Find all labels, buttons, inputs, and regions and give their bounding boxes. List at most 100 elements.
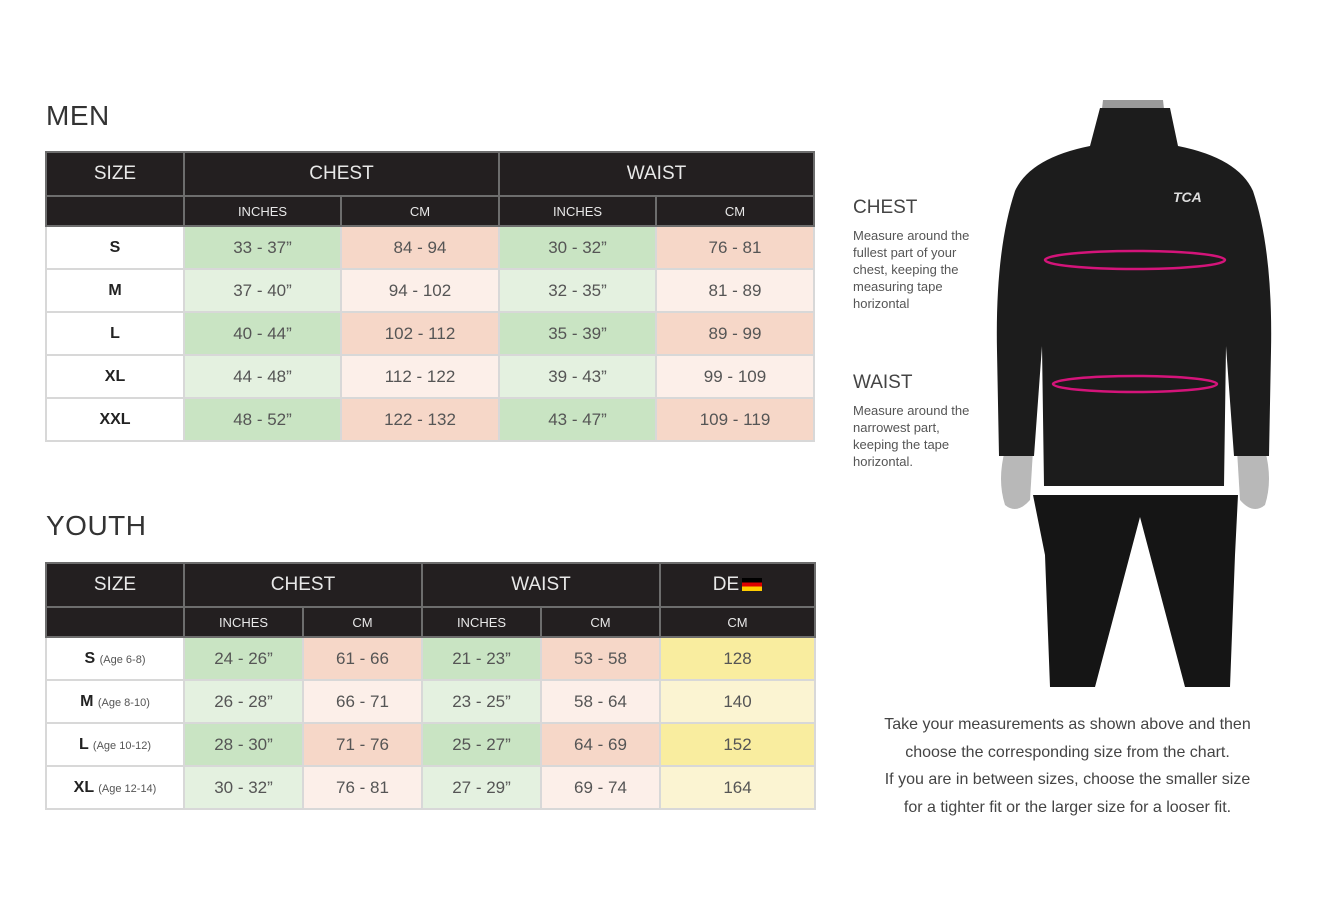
waist-inches-subheader: INCHES xyxy=(421,606,542,638)
waist-inches-cell: 27 - 29” xyxy=(421,765,542,810)
model-figure: TCA xyxy=(996,100,1272,687)
de-cm-cell: 128 xyxy=(659,636,816,681)
size-label: S xyxy=(84,649,96,667)
chest-header: CHEST xyxy=(183,562,423,608)
chest-guide: CHEST Measure around the fullest part of… xyxy=(853,197,988,312)
size-label: L xyxy=(78,735,89,753)
waist-guide-title: WAIST xyxy=(853,372,913,393)
waist-inches-cell: 21 - 23” xyxy=(421,636,542,681)
size-header: SIZE xyxy=(45,562,185,608)
chest-cm-cell: 76 - 81 xyxy=(302,765,423,810)
note-line: for a tighter fit or the larger size for… xyxy=(903,798,1232,816)
de-cm-cell: 140 xyxy=(659,679,816,724)
note-line: If you are in between sizes, choose the … xyxy=(884,771,1251,788)
chest-inches-cell: 40 - 44” xyxy=(183,311,342,356)
waist-cm-cell: 109 - 119 xyxy=(655,397,815,442)
chest-inches-cell: 30 - 32” xyxy=(183,765,304,810)
table-row: XXL 48 - 52” 122 - 132 43 - 47” 109 - 119 xyxy=(45,397,815,442)
chest-inches-cell: 33 - 37” xyxy=(183,225,342,270)
waist-inches-cell: 25 - 27” xyxy=(421,722,542,767)
shirt xyxy=(996,108,1272,486)
chest-guide-title: CHEST xyxy=(853,197,918,218)
size-cell: L xyxy=(45,311,185,356)
fit-note: Take your measurements as shown above an… xyxy=(860,711,1275,821)
table-row: M (Age 8-10) 26 - 28” 66 - 71 23 - 25” 58 - … xyxy=(45,679,816,724)
age-range: (Age 10-12) xyxy=(92,739,152,752)
waist-inches-cell: 32 - 35” xyxy=(498,268,657,313)
waist-header: WAIST xyxy=(498,151,815,197)
size-header: SIZE xyxy=(45,151,185,197)
chest-guide-text: Measure around the fullest part of your … xyxy=(853,228,970,311)
table-row: XL (Age 12-14) 30 - 32” 76 - 81 27 - 29” 69 … xyxy=(45,765,816,810)
de-label: DE xyxy=(712,574,740,595)
hand-right-icon xyxy=(1237,450,1269,509)
youth-title: YOUTH xyxy=(46,510,147,541)
size-cell: XXL xyxy=(45,397,185,442)
waist-guide-text: Measure around the narrowest part, keepi… xyxy=(853,403,970,469)
table-row: S 33 - 37” 84 - 94 30 - 32” 76 - 81 xyxy=(45,225,815,270)
chest-cm-cell: 71 - 76 xyxy=(302,722,423,767)
table-row: L (Age 10-12) 28 - 30” 71 - 76 25 - 27” 64 -… xyxy=(45,722,816,767)
age-range: (Age 8-10) xyxy=(97,696,150,709)
chest-inches-cell: 26 - 28” xyxy=(183,679,304,724)
table-row: M 37 - 40” 94 - 102 32 - 35” 81 - 89 xyxy=(45,268,815,313)
waist-cm-cell: 64 - 69 xyxy=(540,722,661,767)
waist-cm-cell: 89 - 99 xyxy=(655,311,815,356)
table-row: S (Age 6-8) 24 - 26” 61 - 66 21 - 23” 53 - 5… xyxy=(45,636,816,681)
de-cm-cell: 164 xyxy=(659,765,816,810)
chest-inches-cell: 24 - 26” xyxy=(183,636,304,681)
waist-inches-cell: 30 - 32” xyxy=(498,225,657,270)
age-range: (Age 12-14) xyxy=(98,782,157,795)
waist-guide: WAIST Measure around the narrowest part,… xyxy=(853,372,988,470)
de-cm-subheader: CM xyxy=(659,606,816,638)
chest-inches-cell: 48 - 52” xyxy=(183,397,342,442)
de-header: DE xyxy=(659,562,816,608)
note-line: choose the corresponding size from the c… xyxy=(905,743,1230,761)
hand-left-icon xyxy=(1001,450,1033,509)
chest-tape xyxy=(1043,249,1227,271)
waist-inches-cell: 23 - 25” xyxy=(421,679,542,724)
men-title: MEN xyxy=(46,100,110,131)
waist-tape xyxy=(1051,374,1219,394)
size-cell: S xyxy=(45,225,185,270)
men-size-table: SIZE CHEST WAIST INCHES CM INCHES CM S 33… xyxy=(45,151,815,442)
size-cell: XL (Age 12-14) xyxy=(45,765,185,810)
waist-cm-subheader: CM xyxy=(655,195,815,227)
waist-cm-cell: 58 - 64 xyxy=(540,679,661,724)
blank-subheader xyxy=(45,606,185,638)
chest-inches-subheader: INCHES xyxy=(183,606,304,638)
table-row: XL 44 - 48” 112 - 122 39 - 43” 99 - 109 xyxy=(45,354,815,399)
chest-header: CHEST xyxy=(183,151,500,197)
size-cell: S (Age 6-8) xyxy=(45,636,185,681)
waist-inches-cell: 43 - 47” xyxy=(498,397,657,442)
pants xyxy=(1033,495,1238,687)
waist-cm-cell: 69 - 74 xyxy=(540,765,661,810)
size-cell: L (Age 10-12) xyxy=(45,722,185,767)
chest-cm-cell: 112 - 122 xyxy=(340,354,500,399)
waist-inches-cell: 35 - 39” xyxy=(498,311,657,356)
germany-flag-icon xyxy=(742,578,763,591)
waist-cm-subheader: CM xyxy=(540,606,661,638)
chest-cm-cell: 94 - 102 xyxy=(340,268,500,313)
waist-cm-cell: 76 - 81 xyxy=(655,225,815,270)
waist-inches-subheader: INCHES xyxy=(498,195,657,227)
waist-cm-cell: 53 - 58 xyxy=(540,636,661,681)
waist-cm-cell: 99 - 109 xyxy=(655,354,815,399)
chest-inches-cell: 28 - 30” xyxy=(183,722,304,767)
waist-inches-cell: 39 - 43” xyxy=(498,354,657,399)
waist-cm-cell: 81 - 89 xyxy=(655,268,815,313)
chest-cm-cell: 102 - 112 xyxy=(340,311,500,356)
waist-header: WAIST xyxy=(421,562,661,608)
size-cell: M xyxy=(45,268,185,313)
chest-cm-subheader: CM xyxy=(340,195,500,227)
chest-inches-cell: 37 - 40” xyxy=(183,268,342,313)
chest-inches-cell: 44 - 48” xyxy=(183,354,342,399)
table-row: L 40 - 44” 102 - 112 35 - 39” 89 - 99 xyxy=(45,311,815,356)
chest-cm-cell: 61 - 66 xyxy=(302,636,423,681)
size-label: XL xyxy=(73,778,94,796)
youth-size-table: SIZE CHEST WAIST DE INCHES CM INCHES CM … xyxy=(45,562,816,810)
blank-subheader xyxy=(45,195,185,227)
chest-cm-cell: 84 - 94 xyxy=(340,225,500,270)
age-range: (Age 6-8) xyxy=(99,653,146,666)
chest-cm-cell: 66 - 71 xyxy=(302,679,423,724)
